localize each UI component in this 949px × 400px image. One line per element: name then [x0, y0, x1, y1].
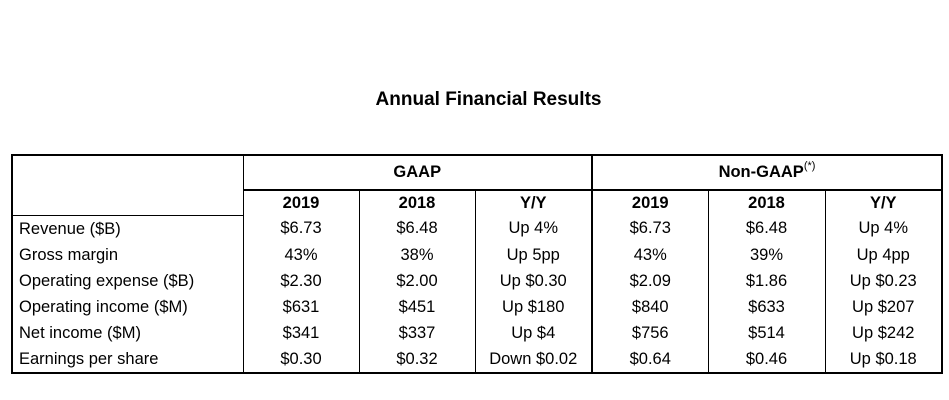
table-cell: $0.32: [358, 345, 476, 374]
table-cell: 43%: [242, 241, 360, 268]
year-header-row: 2019 2018 Y/Y 2019 2018 Y/Y: [12, 190, 943, 215]
table-cell: 38%: [358, 241, 476, 268]
table-row: Net income ($M) $341 $337 Up $4 $756 $51…: [11, 319, 943, 346]
metric-label: Operating expense ($B): [11, 267, 244, 294]
table-cell: $631: [242, 293, 360, 320]
metric-label: Gross margin: [11, 241, 244, 268]
table-cell: $1.86: [707, 267, 826, 294]
table-cell: $6.48: [358, 215, 476, 242]
table-cell: $2.09: [591, 267, 709, 294]
metric-label: Revenue ($B): [11, 215, 244, 242]
gaap-yoy-header: Y/Y: [474, 190, 593, 215]
table-cell: $756: [591, 319, 709, 346]
financial-results-table: GAAP Non-GAAP(*) 2019 2018 Y/Y 2019 2018…: [11, 154, 943, 374]
table-cell: $633: [707, 293, 826, 320]
table-row: Operating expense ($B) $2.30 $2.00 Up $0…: [11, 267, 943, 294]
table-cell: Up 4%: [824, 215, 943, 242]
document-title: Annual Financial Results: [375, 89, 602, 110]
table-cell: Up $207: [824, 293, 943, 320]
table-cell: $6.48: [707, 215, 826, 242]
table-cell: Up 5pp: [474, 241, 593, 268]
table-cell: $0.46: [707, 345, 826, 374]
table-row: Revenue ($B) $6.73 $6.48 Up 4% $6.73 $6.…: [11, 215, 943, 242]
gaap-year-2018-header: 2018: [358, 190, 476, 215]
gaap-year-2019-header: 2019: [242, 190, 360, 215]
non-gaap-group-header: Non-GAAP(*): [591, 154, 943, 191]
table-cell: Up $4: [474, 319, 593, 346]
table-cell: 39%: [707, 241, 826, 268]
metric-header-cell: [11, 154, 244, 216]
group-header-row: GAAP Non-GAAP(*): [11, 154, 943, 216]
gaap-group-label: GAAP: [393, 163, 442, 181]
non-gaap-group-label: Non-GAAP: [718, 163, 804, 181]
non-gaap-year-2019-header: 2019: [591, 190, 709, 215]
table-cell: $2.00: [358, 267, 476, 294]
table-cell: $341: [242, 319, 360, 346]
table-cell: Up $180: [474, 293, 593, 320]
table-cell: $0.64: [591, 345, 709, 374]
table-cell: 43%: [591, 241, 709, 268]
table-cell: $0.30: [242, 345, 360, 374]
table-cell: Up 4pp: [824, 241, 943, 268]
table-cell: $337: [358, 319, 476, 346]
table-row: Earnings per share $0.30 $0.32 Down $0.0…: [11, 345, 943, 374]
metric-label: Net income ($M): [11, 319, 244, 346]
table-cell: Up 4%: [474, 215, 593, 242]
table-cell: $840: [591, 293, 709, 320]
non-gaap-yoy-header: Y/Y: [824, 190, 943, 215]
non-gaap-year-2018-header: 2018: [707, 190, 826, 215]
table-cell: $2.30: [242, 267, 360, 294]
table-cell: Up $0.30: [474, 267, 593, 294]
table-cell: $451: [358, 293, 476, 320]
table-cell: Up $0.23: [824, 267, 943, 294]
metric-label: Earnings per share: [11, 345, 244, 374]
table-cell: $6.73: [591, 215, 709, 242]
table-cell: Down $0.02: [474, 345, 593, 374]
table-row: Gross margin 43% 38% Up 5pp 43% 39% Up 4…: [11, 241, 943, 268]
table-cell: $514: [707, 319, 826, 346]
metric-label: Operating income ($M): [11, 293, 244, 320]
table-cell: $6.73: [242, 215, 360, 242]
table-row: Operating income ($M) $631 $451 Up $180 …: [11, 293, 943, 320]
gaap-group-header: GAAP: [242, 154, 593, 191]
table-cell: Up $0.18: [824, 345, 943, 374]
table-cell: Up $242: [824, 319, 943, 346]
non-gaap-footnote-marker: (*): [803, 160, 816, 172]
